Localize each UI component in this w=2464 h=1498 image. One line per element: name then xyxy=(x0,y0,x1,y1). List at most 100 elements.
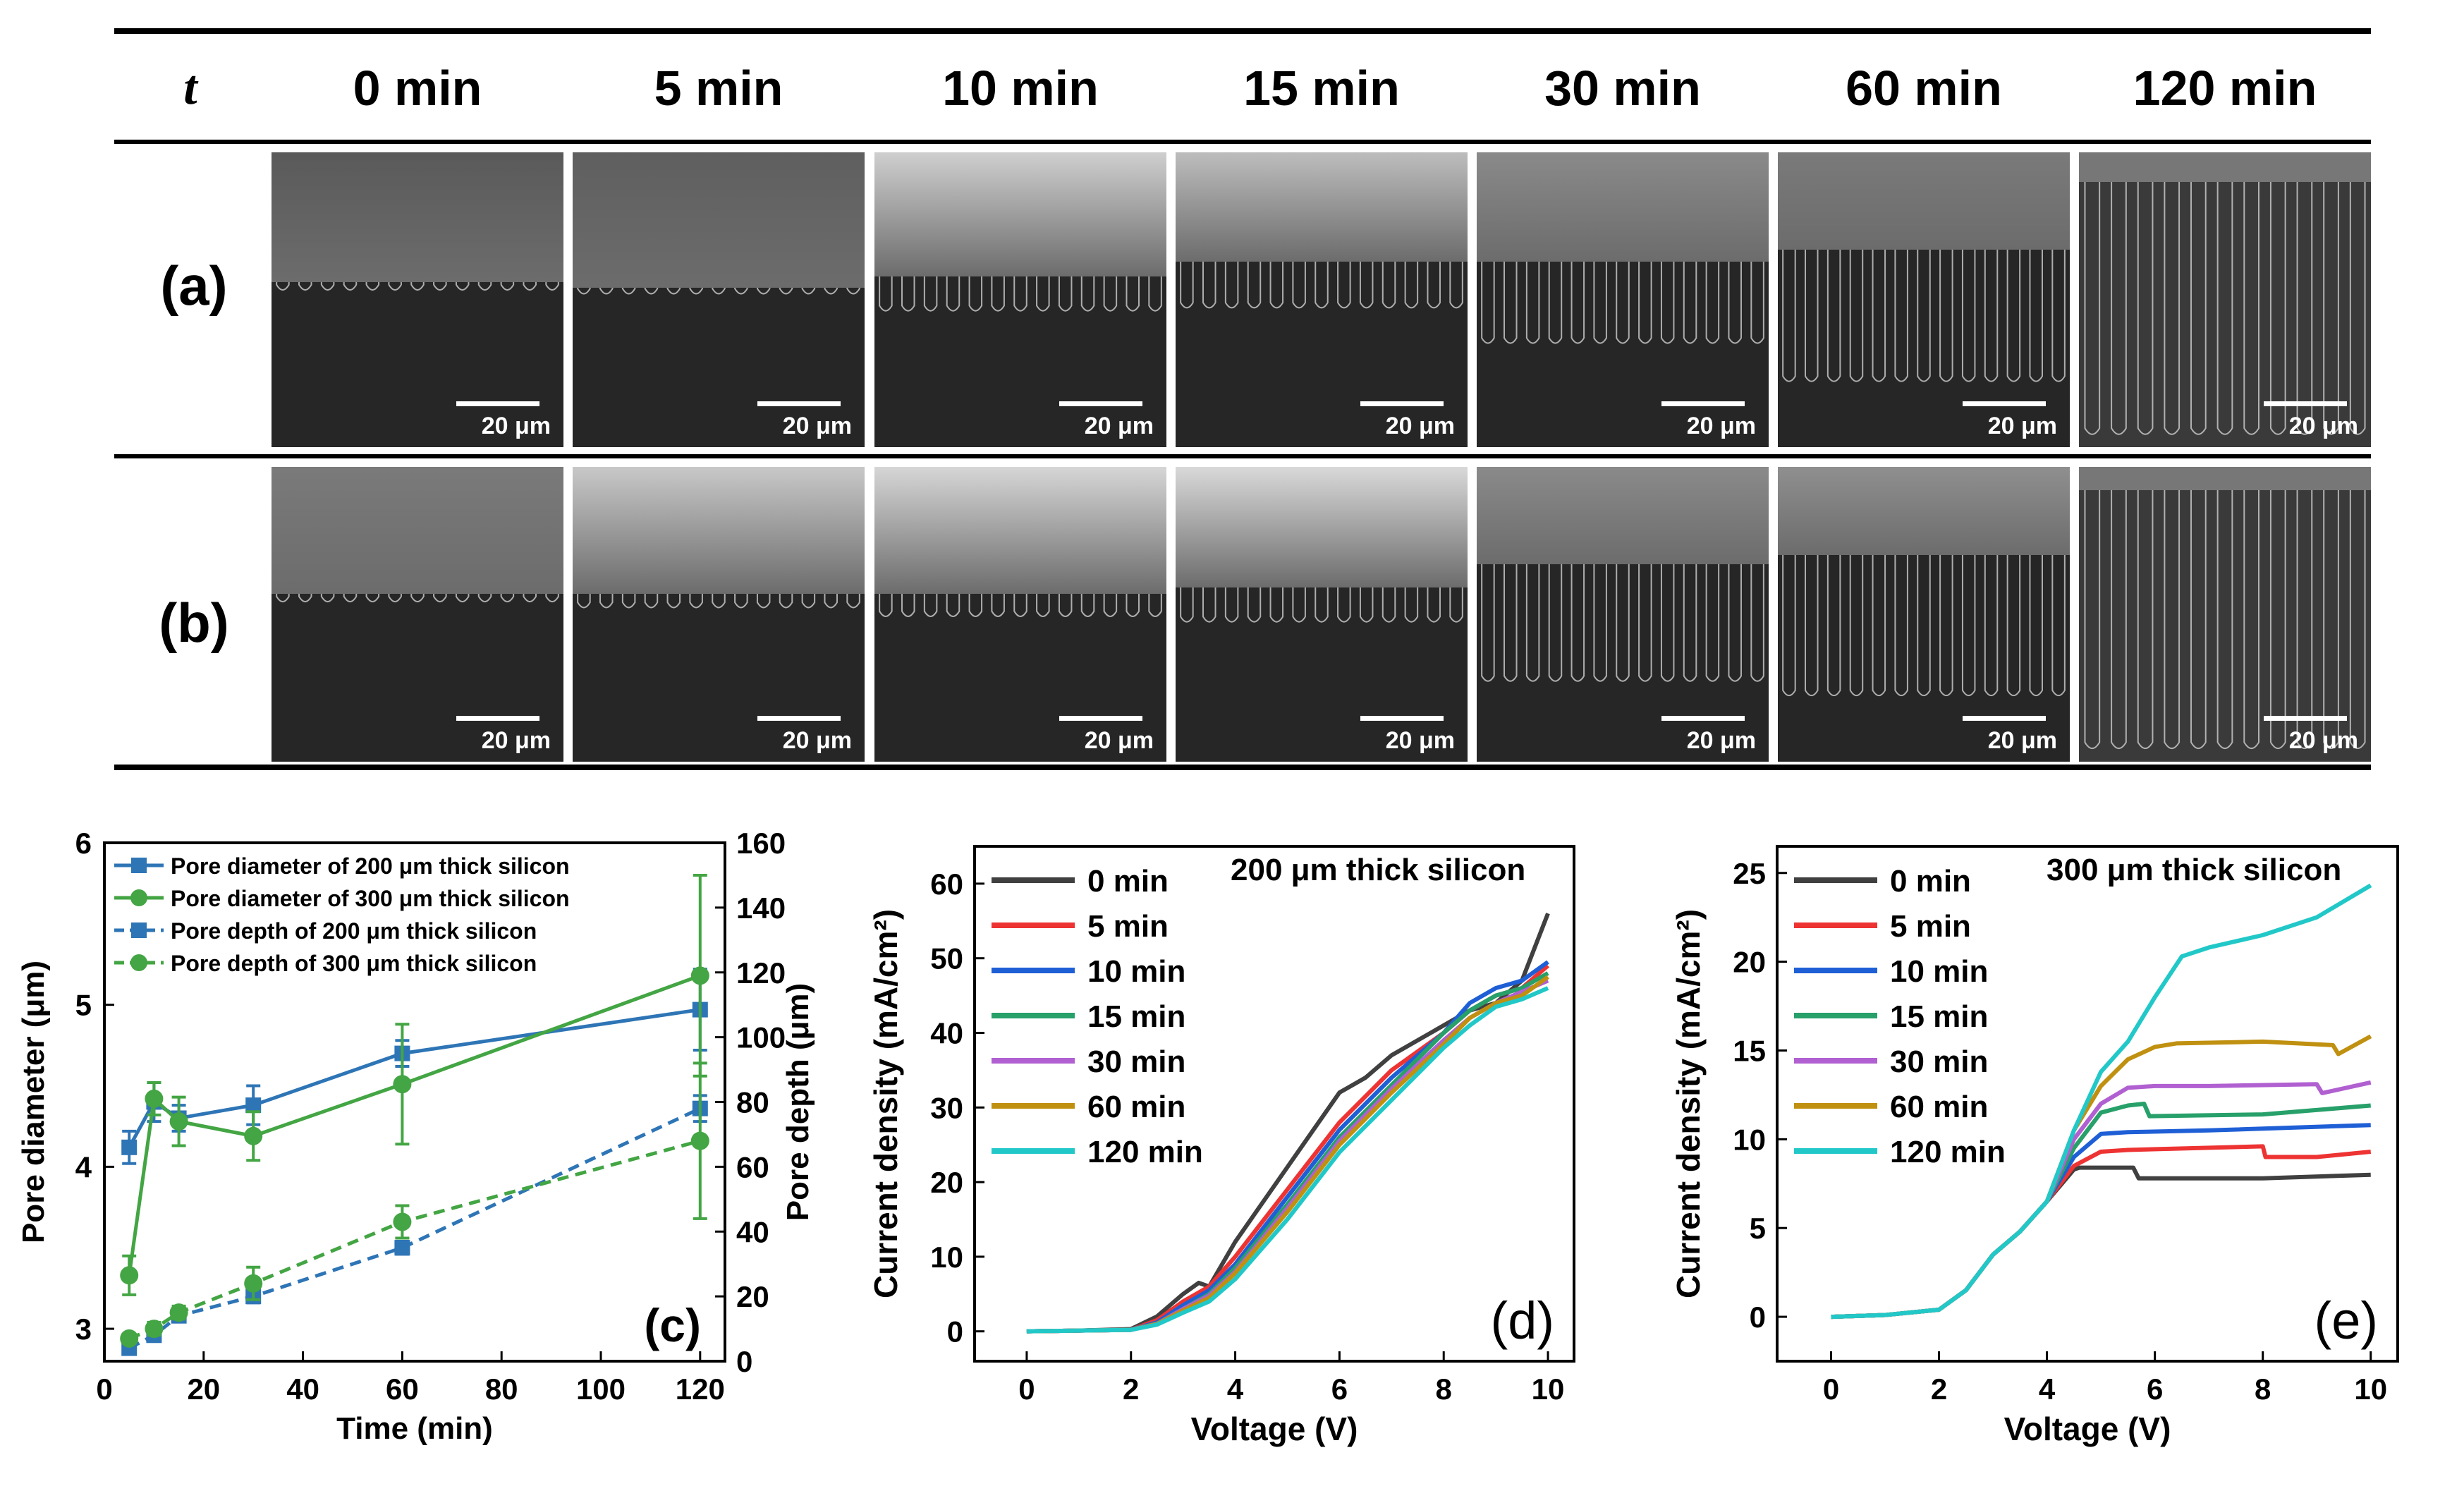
sem-surface xyxy=(573,467,865,594)
series-line-1 xyxy=(1831,1144,2372,1320)
scale-bar-label: 20 μm xyxy=(782,727,852,754)
pore xyxy=(1359,587,1374,623)
time-header-1: 5 min xyxy=(654,61,783,116)
pore xyxy=(2051,250,2066,382)
pore xyxy=(2349,182,2366,435)
chart-title: 300 μm thick silicon xyxy=(2047,853,2341,887)
pore xyxy=(388,282,402,291)
pore xyxy=(455,594,470,603)
time-header-label: t xyxy=(183,61,197,115)
legend-label-6: 120 min xyxy=(1890,1135,2006,1169)
series-line-1 xyxy=(127,973,701,1276)
pore xyxy=(1404,262,1419,309)
pore xyxy=(968,594,983,617)
sem-surface xyxy=(272,152,563,282)
data-point xyxy=(244,1274,263,1293)
y-tick-label: 3 xyxy=(75,1313,92,1346)
data-point xyxy=(169,1303,188,1322)
sem-surface xyxy=(1176,152,1468,262)
sem-image-b-6: 20 μm xyxy=(2079,467,2371,762)
pore xyxy=(2323,490,2339,750)
pore xyxy=(1404,587,1419,623)
legend-label-3: 15 min xyxy=(1890,999,1988,1034)
panel-label: (e) xyxy=(2314,1291,2378,1350)
y-tick-label: 0 xyxy=(947,1315,963,1348)
data-point xyxy=(169,1112,188,1131)
legend-label-3: 15 min xyxy=(1087,999,1185,1034)
pore xyxy=(1148,594,1162,617)
y-axis-title: Pore diameter (μm) xyxy=(16,961,51,1243)
pore xyxy=(689,288,703,295)
legend-label-1: 5 min xyxy=(1087,909,1169,944)
pore xyxy=(2006,555,2021,697)
x-tick-label: 20 xyxy=(187,1372,220,1406)
pore xyxy=(1315,587,1329,623)
series-line-6 xyxy=(1831,883,2372,1320)
pore xyxy=(1826,555,1841,697)
scale-bar-label: 20 μm xyxy=(1686,413,1756,439)
pore xyxy=(1872,250,1886,382)
plot-frame xyxy=(1776,845,2399,1363)
pore xyxy=(1593,262,1607,344)
pore xyxy=(276,594,290,603)
data-point xyxy=(394,1240,410,1256)
x-tick-label: 2 xyxy=(1931,1372,1947,1406)
pore xyxy=(2296,182,2313,435)
sem-surface xyxy=(1778,152,2070,250)
sem-pores xyxy=(1180,587,1463,623)
sem-pores xyxy=(276,282,559,291)
pore xyxy=(545,594,559,603)
data-point xyxy=(145,1320,164,1339)
sem-surface xyxy=(874,467,1166,594)
pore xyxy=(1337,587,1351,623)
sem-pores xyxy=(2084,490,2366,750)
pore xyxy=(1103,276,1118,312)
pore xyxy=(1917,555,1931,697)
legend-label-4: 30 min xyxy=(1087,1045,1185,1079)
sem-surface xyxy=(1176,467,1468,587)
x-axis-title: Voltage (V) xyxy=(1191,1411,1358,1447)
pore xyxy=(1202,587,1216,623)
pore xyxy=(1616,564,1630,682)
legend-label-3: Pore depth of 300 μm thick silicon xyxy=(171,951,537,976)
data-point xyxy=(690,1131,709,1150)
pore xyxy=(801,288,816,295)
pore xyxy=(599,288,614,295)
pore xyxy=(1525,564,1540,682)
pore xyxy=(410,594,425,603)
legend-marker xyxy=(131,858,147,873)
y-axis-title: Current density (mA/cm²) xyxy=(1670,909,1707,1298)
legend-marker xyxy=(130,954,147,971)
x-tick-label: 120 xyxy=(676,1372,725,1406)
scale-bar-line xyxy=(757,716,841,721)
pore xyxy=(1984,555,1999,697)
x-axis-title: Voltage (V) xyxy=(2004,1411,2171,1447)
y2-tick-label: 40 xyxy=(736,1215,769,1248)
time-header-0: 0 min xyxy=(353,61,482,116)
scale-bar-line xyxy=(1661,716,1745,721)
y-axis-title: Current density (mA/cm²) xyxy=(867,909,904,1298)
pore xyxy=(1872,555,1886,697)
sem-image-a-3: 20 μm xyxy=(1176,152,1468,447)
data-point xyxy=(393,1212,412,1231)
time-header-4: 30 min xyxy=(1544,61,1701,116)
row-label-a: (a) xyxy=(160,255,228,317)
y-tick-label: 4 xyxy=(75,1150,92,1183)
pore xyxy=(2269,490,2286,750)
pore xyxy=(756,288,771,295)
data-point xyxy=(121,1139,138,1155)
pore xyxy=(1427,587,1441,623)
pore xyxy=(923,276,938,312)
pore xyxy=(410,282,425,291)
pore xyxy=(1292,262,1306,309)
pore xyxy=(1481,564,1495,682)
pore xyxy=(1782,555,1796,697)
scale-bar-label: 20 μm xyxy=(1987,413,2057,439)
x-axis-title: Time (min) xyxy=(336,1411,493,1446)
sem-pores xyxy=(577,288,860,295)
y-tick-label: 30 xyxy=(930,1091,963,1124)
chart-c-pore-vs-time: 0 20 40 60 80 100 1203456020406080100120140160… xyxy=(16,827,815,1446)
pore xyxy=(2111,490,2127,750)
pore xyxy=(946,276,960,312)
pore xyxy=(991,276,1005,312)
